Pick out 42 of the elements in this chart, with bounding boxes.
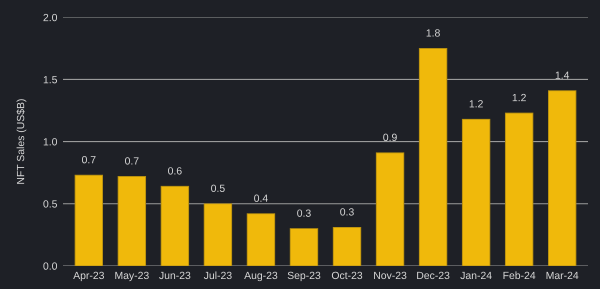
y-tick-label: 0.5 (43, 200, 58, 208)
data-label: 0.7 (82, 156, 96, 164)
bar (74, 174, 104, 266)
data-label: 0.5 (211, 184, 225, 192)
bar (548, 90, 576, 266)
bar (160, 186, 190, 266)
bar (376, 152, 404, 266)
data-label: 0.9 (383, 134, 397, 142)
bar (332, 226, 362, 266)
x-tick-label: Sep-23 (288, 272, 320, 282)
x-tick-label: Oct-23 (332, 272, 362, 280)
x-tick-label: Apr-23 (73, 272, 104, 282)
y-axis-title: NFT Sales (US$B) (16, 99, 26, 184)
bar (290, 228, 318, 266)
data-label: 1.2 (512, 94, 526, 102)
x-tick-label: Nov-23 (374, 272, 406, 280)
x-tick-label: Jan-24 (460, 272, 492, 280)
x-tick-label: Feb-24 (504, 271, 536, 280)
data-label: 0.3 (297, 209, 311, 217)
data-label: 0.4 (254, 194, 268, 202)
data-label: 0.6 (168, 167, 182, 175)
bar (462, 118, 490, 266)
x-tick-label: May-23 (115, 272, 149, 282)
data-label: 0.7 (125, 157, 139, 165)
y-tick-label: 2.0 (43, 14, 58, 22)
x-tick-label: Dec-23 (417, 272, 450, 280)
data-label: 1.8 (426, 29, 440, 37)
bar (418, 48, 448, 266)
x-tick-label: Jun-23 (159, 272, 190, 280)
bar (246, 213, 276, 266)
data-label: 1.2 (470, 100, 483, 108)
x-tick-label: Mar-24 (546, 272, 578, 280)
y-tick-label: 1.5 (44, 76, 58, 84)
data-label: 1.4 (556, 72, 570, 79)
data-label: 0.3 (340, 208, 354, 216)
y-tick-label: 1.0 (44, 138, 58, 146)
bar (504, 112, 534, 266)
bar (118, 176, 146, 266)
x-tick-label: Aug-23 (244, 272, 278, 282)
x-tick-label: Jul-23 (204, 271, 232, 280)
y-tick-label: 0.0 (43, 262, 58, 270)
bar (204, 203, 232, 266)
